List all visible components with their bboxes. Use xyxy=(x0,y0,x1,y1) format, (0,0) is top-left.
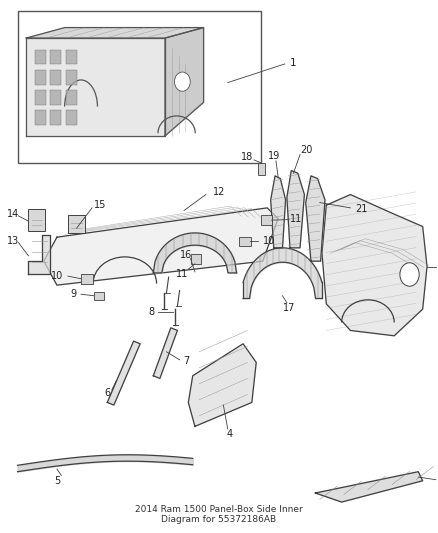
Polygon shape xyxy=(44,208,278,285)
Text: 2: 2 xyxy=(437,262,438,271)
Bar xyxy=(35,110,46,125)
Text: 10: 10 xyxy=(51,271,63,281)
Polygon shape xyxy=(315,472,423,502)
Bar xyxy=(261,215,272,225)
Text: 20: 20 xyxy=(300,146,313,155)
Text: 21: 21 xyxy=(355,204,367,214)
Text: 3: 3 xyxy=(437,476,438,486)
FancyBboxPatch shape xyxy=(28,209,45,231)
Polygon shape xyxy=(26,38,165,136)
Text: 12: 12 xyxy=(213,187,225,197)
Text: 4: 4 xyxy=(227,430,233,439)
Text: 7: 7 xyxy=(183,357,189,366)
Circle shape xyxy=(400,263,419,286)
Polygon shape xyxy=(153,328,177,378)
Text: 2014 Ram 1500 Panel-Box Side Inner: 2014 Ram 1500 Panel-Box Side Inner xyxy=(135,505,303,513)
Text: 16: 16 xyxy=(180,250,192,260)
Text: 6: 6 xyxy=(104,389,110,398)
Polygon shape xyxy=(188,344,256,426)
Polygon shape xyxy=(271,176,286,248)
Text: 5: 5 xyxy=(54,476,60,486)
Bar xyxy=(35,90,46,105)
Circle shape xyxy=(174,72,190,91)
Bar xyxy=(66,90,77,105)
Bar xyxy=(35,70,46,85)
Bar xyxy=(94,292,104,300)
Text: 11: 11 xyxy=(290,214,302,223)
Bar xyxy=(66,50,77,64)
Text: 18: 18 xyxy=(241,152,254,161)
Bar xyxy=(66,110,77,125)
Bar xyxy=(81,274,93,284)
Polygon shape xyxy=(322,195,427,336)
Bar xyxy=(18,11,261,163)
Bar xyxy=(68,215,85,233)
Polygon shape xyxy=(306,176,325,261)
Bar xyxy=(50,50,61,64)
Bar xyxy=(239,237,251,246)
Text: 9: 9 xyxy=(71,289,77,299)
Text: 17: 17 xyxy=(283,303,295,313)
Polygon shape xyxy=(107,341,140,405)
Bar xyxy=(35,50,46,64)
Polygon shape xyxy=(287,171,304,248)
Polygon shape xyxy=(26,28,204,38)
Text: 14: 14 xyxy=(7,209,19,219)
Text: Diagram for 55372186AB: Diagram for 55372186AB xyxy=(162,515,276,524)
Text: 19: 19 xyxy=(268,151,280,160)
Text: 13: 13 xyxy=(7,236,19,246)
Bar xyxy=(50,110,61,125)
Polygon shape xyxy=(165,28,204,136)
Text: 15: 15 xyxy=(94,200,106,210)
Bar xyxy=(191,254,201,264)
Bar xyxy=(258,163,265,175)
Bar xyxy=(50,70,61,85)
Text: 11: 11 xyxy=(176,270,188,279)
Text: 8: 8 xyxy=(148,307,154,317)
Bar xyxy=(66,70,77,85)
Text: 1: 1 xyxy=(290,58,297,68)
Polygon shape xyxy=(28,235,50,274)
Bar xyxy=(50,90,61,105)
Text: 10: 10 xyxy=(263,236,276,246)
